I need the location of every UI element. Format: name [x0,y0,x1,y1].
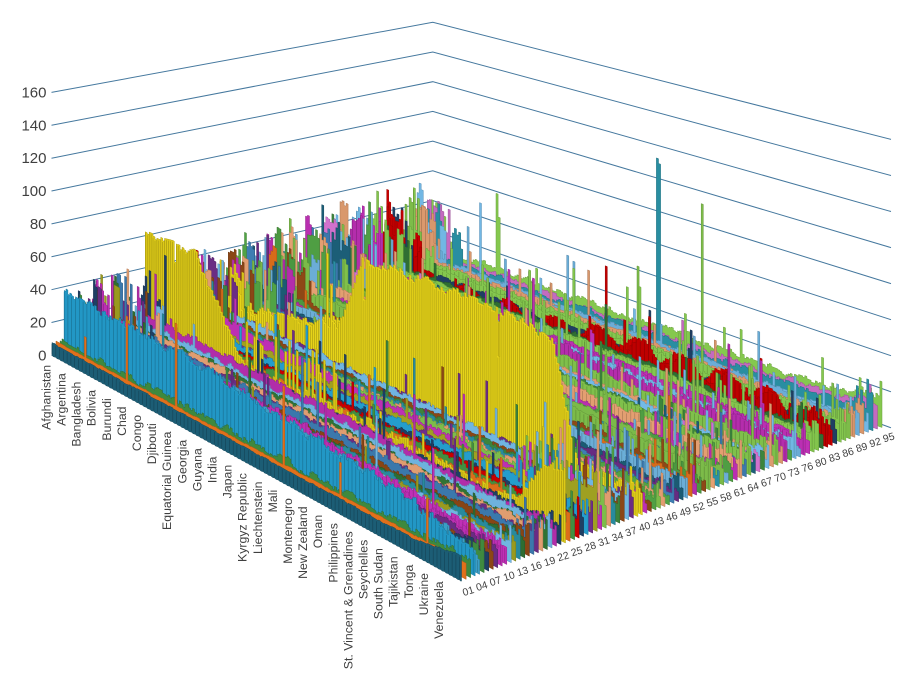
svg-text:73: 73 [787,466,801,480]
svg-text:40: 40 [30,282,47,299]
svg-text:160: 160 [21,84,46,101]
svg-text:Equatorial Guinea: Equatorial Guinea [160,431,174,530]
svg-text:34: 34 [611,530,625,544]
svg-text:New Zealand: New Zealand [296,506,310,579]
svg-text:49: 49 [678,506,692,520]
svg-text:46: 46 [665,511,679,525]
svg-text:0: 0 [38,347,46,364]
svg-text:95: 95 [882,431,896,445]
svg-text:64: 64 [746,481,760,495]
svg-text:Bolivia: Bolivia [85,390,99,426]
svg-text:10: 10 [502,570,516,584]
svg-text:04: 04 [475,580,489,594]
svg-text:19: 19 [543,555,557,569]
svg-text:25: 25 [570,545,584,559]
svg-text:Burundi: Burundi [100,398,114,440]
svg-text:07: 07 [489,575,503,589]
svg-text:Oman: Oman [311,515,325,549]
svg-text:Montenegro: Montenegro [281,498,295,564]
svg-text:92: 92 [868,436,882,450]
svg-text:India: India [206,456,220,483]
svg-text:76: 76 [801,461,815,475]
svg-text:37: 37 [624,525,638,539]
svg-text:55: 55 [706,496,720,510]
svg-text:Congo: Congo [130,415,144,451]
svg-text:60: 60 [30,249,47,266]
svg-text:Chad: Chad [115,406,129,436]
svg-text:Tajikistan: Tajikistan [387,556,401,607]
svg-text:Georgia: Georgia [175,440,189,484]
svg-text:140: 140 [21,117,46,134]
svg-text:80: 80 [30,216,47,233]
svg-text:86: 86 [841,446,855,460]
svg-text:70: 70 [773,471,787,485]
svg-text:80: 80 [814,456,828,470]
svg-text:52: 52 [692,501,706,515]
svg-text:Tonga: Tonga [402,565,416,599]
svg-text:South Sudan: South Sudan [372,548,386,619]
svg-text:40: 40 [638,521,652,535]
svg-text:83: 83 [828,451,842,465]
svg-text:Liechtenstein: Liechtenstein [251,481,265,554]
svg-text:67: 67 [760,476,774,490]
svg-text:Djibouti: Djibouti [145,423,159,464]
svg-text:St. Vincent & Grenadines: St. Vincent & Grenadines [341,531,355,669]
svg-text:22: 22 [556,550,570,564]
svg-text:20: 20 [30,315,47,332]
svg-text:13: 13 [516,565,530,579]
svg-text:89: 89 [855,441,869,455]
svg-text:Venezuela: Venezuela [432,581,446,639]
svg-text:Mali: Mali [266,490,280,513]
svg-text:28: 28 [583,540,597,554]
svg-text:31: 31 [597,535,611,549]
svg-text:Argentina: Argentina [55,373,69,426]
svg-text:120: 120 [21,150,46,167]
svg-text:Afghanistan: Afghanistan [39,365,53,430]
svg-text:58: 58 [719,491,733,505]
svg-text:Seychelles: Seychelles [357,540,371,599]
svg-text:16: 16 [529,560,543,574]
svg-text:Kyrgyz Republic: Kyrgyz Republic [236,473,250,562]
svg-text:01: 01 [461,585,475,599]
svg-text:Japan: Japan [221,465,235,499]
svg-text:43: 43 [651,516,665,530]
svg-text:Ukraine: Ukraine [417,573,431,616]
svg-text:61: 61 [733,486,747,500]
svg-text:100: 100 [21,183,46,200]
svg-text:Bangladesh: Bangladesh [70,381,84,446]
svg-text:Guyana: Guyana [190,448,204,491]
svg-text:Philippines: Philippines [326,523,340,582]
